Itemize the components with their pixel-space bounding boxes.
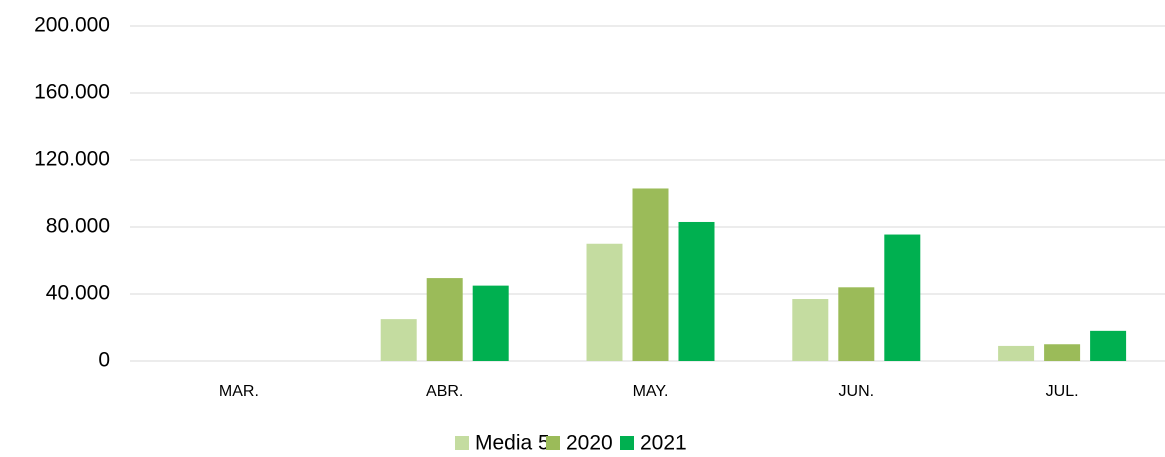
y-tick-label: 120.000	[34, 148, 110, 171]
bar	[884, 234, 921, 361]
bar	[1044, 344, 1081, 361]
y-tick-label: 200.000	[34, 14, 110, 37]
bar	[426, 278, 463, 361]
bar	[380, 319, 417, 361]
bar	[838, 287, 875, 361]
bar	[472, 285, 509, 361]
bar	[586, 243, 623, 361]
bar	[998, 345, 1035, 361]
legend-label: 2021	[640, 432, 687, 455]
legend-swatch	[546, 436, 560, 450]
x-tick-label: MAY.	[633, 383, 669, 400]
bar	[792, 299, 829, 361]
bar	[678, 221, 715, 361]
x-tick-label: MAR.	[219, 383, 259, 400]
x-tick-label: ABR.	[426, 383, 463, 400]
legend-swatch	[455, 436, 469, 450]
bar	[1090, 330, 1127, 361]
legend-label: Media 5	[475, 432, 550, 455]
legend-label: 2020	[566, 432, 613, 455]
bar	[632, 188, 669, 361]
y-tick-label: 80.000	[46, 215, 110, 238]
legend-swatch	[620, 436, 634, 450]
y-tick-label: 0	[98, 349, 110, 372]
x-tick-label: JUL.	[1046, 383, 1079, 400]
y-tick-label: 40.000	[46, 282, 110, 305]
x-tick-label: JUN.	[839, 383, 875, 400]
y-tick-label: 160.000	[34, 81, 110, 104]
